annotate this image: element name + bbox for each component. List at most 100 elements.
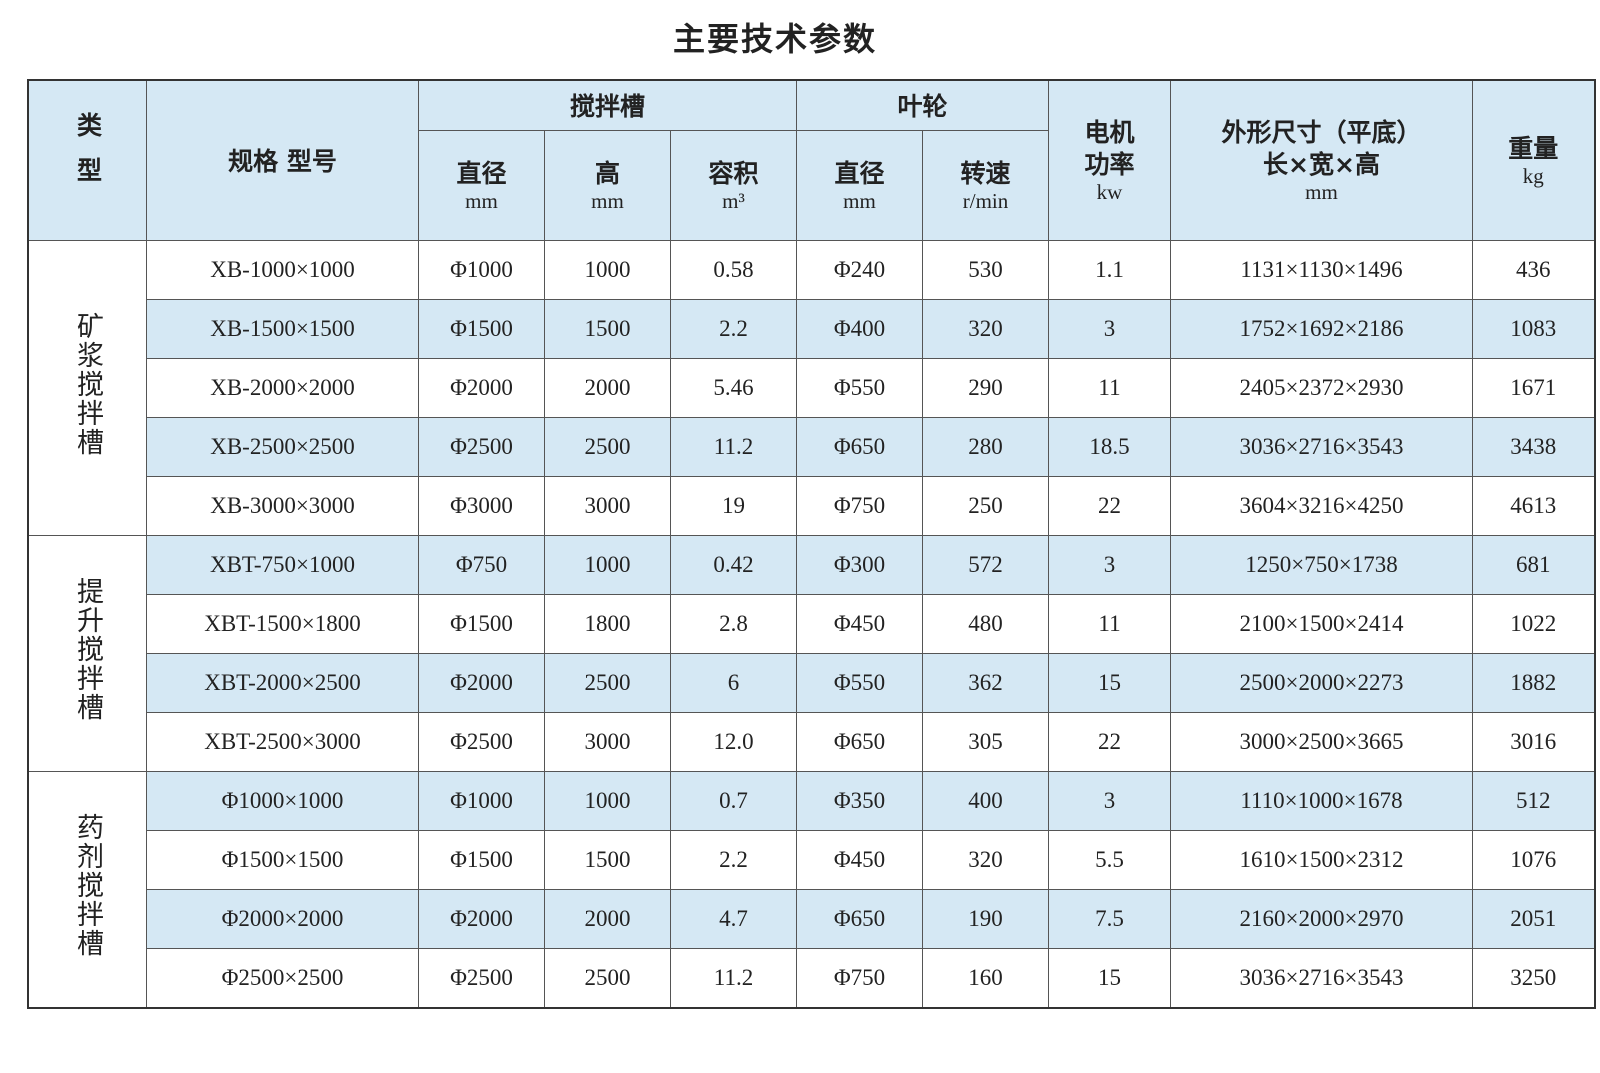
value-cell: 2051 bbox=[1472, 888, 1595, 949]
value-cell: 7.5 bbox=[1048, 888, 1171, 949]
value-cell: 3016 bbox=[1472, 711, 1595, 772]
table-row: XB-2500×2500 Φ2500 2500 11.2 Φ650 280 18.5 3036… bbox=[28, 416, 1595, 477]
value-cell: 15 bbox=[1048, 652, 1171, 713]
header-text: 电机功率 bbox=[1084, 118, 1135, 180]
table-row: XBT-2000×2500 Φ2000 2500 6 Φ550 362 15 2500×200… bbox=[28, 652, 1595, 713]
value-cell: 4613 bbox=[1472, 475, 1595, 536]
table-row: XB-3000×3000 Φ3000 3000 19 Φ750 250 22 3604×321… bbox=[28, 475, 1595, 536]
value-cell: Φ2500 bbox=[418, 947, 545, 1008]
value-cell: 3036×2716×3543 bbox=[1170, 416, 1473, 477]
type-cell: 药剂搅拌槽 bbox=[27, 770, 147, 1008]
value-cell: 160 bbox=[922, 947, 1049, 1008]
table-row: Φ2000×2000 Φ2000 2000 4.7 Φ650 190 7.5 2160×200… bbox=[28, 888, 1595, 949]
value-cell: 22 bbox=[1048, 711, 1171, 772]
value-cell: Φ1500 bbox=[418, 298, 545, 359]
type-label: 药剂搅拌槽 bbox=[72, 813, 103, 958]
value-cell: 1752×1692×2186 bbox=[1170, 298, 1473, 359]
header-unit: mm bbox=[843, 189, 876, 213]
value-cell: 12.0 bbox=[670, 711, 797, 772]
table-row: XBT-1500×1800 Φ1500 1800 2.8 Φ450 480 11 2100×1… bbox=[28, 593, 1595, 654]
header-text: 直径 bbox=[456, 159, 507, 188]
value-cell: Φ2000 bbox=[418, 357, 545, 418]
value-cell: Φ550 bbox=[796, 357, 923, 418]
table-body: 矿浆搅拌槽 XB-1000×1000 Φ1000 1000 0.58 Φ240 530 1.1… bbox=[27, 239, 1595, 1008]
value-cell: 436 bbox=[1472, 239, 1595, 300]
value-cell: 2.8 bbox=[670, 593, 797, 654]
value-cell: 0.42 bbox=[670, 534, 797, 595]
value-cell: 1.1 bbox=[1048, 239, 1171, 300]
title: 主要技术参数 bbox=[672, 20, 877, 58]
value-cell: Φ650 bbox=[796, 416, 923, 477]
value-cell: 1610×1500×2312 bbox=[1170, 829, 1473, 890]
value-cell: 15 bbox=[1048, 947, 1171, 1008]
value-cell: 11 bbox=[1048, 593, 1171, 654]
value-cell: 1083 bbox=[1472, 298, 1595, 359]
value-cell: Φ2000 bbox=[418, 888, 545, 949]
value-cell: 1500 bbox=[544, 298, 671, 359]
table-row: XB-1500×1500 Φ1500 1500 2.2 Φ400 320 3 1752×169… bbox=[28, 298, 1595, 359]
header-cell: 容积 m³ bbox=[670, 129, 797, 241]
value-cell: 1000 bbox=[544, 770, 671, 831]
header-cell: 直径 mm bbox=[796, 129, 923, 241]
value-cell: 3000 bbox=[544, 475, 671, 536]
header-cell: 重量 kg bbox=[1472, 79, 1595, 241]
value-cell: Φ2500 bbox=[418, 416, 545, 477]
model-cell: XB-1500×1500 bbox=[146, 298, 419, 359]
value-cell: Φ2500 bbox=[418, 711, 545, 772]
table-row: XBT-2500×3000 Φ2500 3000 12.0 Φ650 305 22 3000×… bbox=[28, 711, 1595, 772]
table-header: 类型 规格 型号 搅拌槽 叶轮 电机功率 kw 外形尺寸（平底） 长×宽×高 mm 重… bbox=[27, 79, 1595, 241]
value-cell: Φ650 bbox=[796, 888, 923, 949]
table-row: 提升搅拌槽 XBT-750×1000 Φ750 1000 0.42 Φ300 572 3 125… bbox=[27, 534, 1595, 772]
header-cell: 外形尺寸（平底） 长×宽×高 mm bbox=[1170, 79, 1473, 241]
value-cell: Φ1500 bbox=[418, 593, 545, 654]
value-cell: 0.7 bbox=[670, 770, 797, 831]
model-cell: XB-2500×2500 bbox=[146, 416, 419, 477]
model-cell: Φ2000×2000 bbox=[146, 888, 419, 949]
value-cell: Φ650 bbox=[796, 711, 923, 772]
value-cell: 3 bbox=[1048, 770, 1171, 831]
header-unit: m³ bbox=[722, 189, 745, 213]
header-text: 直径 bbox=[834, 159, 885, 188]
value-cell: Φ750 bbox=[796, 475, 923, 536]
model-cell: Φ1000×1000 bbox=[146, 770, 419, 831]
value-cell: 3438 bbox=[1472, 416, 1595, 477]
header-cell: 直径 mm bbox=[418, 129, 545, 241]
header-text: 高 bbox=[594, 159, 620, 188]
table-row: Φ2500×2500 Φ2500 2500 11.2 Φ750 160 15 3036×271… bbox=[28, 947, 1595, 1008]
value-cell: 572 bbox=[922, 534, 1049, 595]
value-cell: 2500 bbox=[544, 416, 671, 477]
model-cell: XBT-1500×1800 bbox=[146, 593, 419, 654]
value-cell: 2.2 bbox=[670, 829, 797, 890]
header-unit: mm bbox=[465, 189, 498, 213]
value-cell: 2500×2000×2273 bbox=[1170, 652, 1473, 713]
value-cell: 530 bbox=[922, 239, 1049, 300]
table-row: 矿浆搅拌槽 XB-1000×1000 Φ1000 1000 0.58 Φ240 530 1.1… bbox=[27, 239, 1595, 536]
value-cell: 290 bbox=[922, 357, 1049, 418]
header-cell: 转速 r/min bbox=[922, 129, 1049, 241]
value-cell: 6 bbox=[670, 652, 797, 713]
model-cell: XB-1000×1000 bbox=[146, 239, 419, 300]
type-label: 提升搅拌槽 bbox=[72, 577, 103, 722]
value-cell: 3036×2716×3543 bbox=[1170, 947, 1473, 1008]
header-text: 重量 bbox=[1508, 134, 1559, 164]
value-cell: 11 bbox=[1048, 357, 1171, 418]
value-cell: 3 bbox=[1048, 534, 1171, 595]
value-cell: 11.2 bbox=[670, 416, 797, 477]
header-cell: 电机功率 kw bbox=[1048, 79, 1171, 241]
header-unit: kg bbox=[1522, 164, 1544, 189]
value-cell: 5.46 bbox=[670, 357, 797, 418]
spec-table: 类型 规格 型号 搅拌槽 叶轮 电机功率 kw 外形尺寸（平底） 长×宽×高 mm 重… bbox=[27, 79, 1596, 1009]
model-cell: XB-2000×2000 bbox=[146, 357, 419, 418]
value-cell: Φ750 bbox=[796, 947, 923, 1008]
value-cell: 250 bbox=[922, 475, 1049, 536]
value-cell: 362 bbox=[922, 652, 1049, 713]
value-cell: 2500 bbox=[544, 947, 671, 1008]
type-label: 矿浆搅拌槽 bbox=[72, 311, 103, 457]
value-cell: 1022 bbox=[1472, 593, 1595, 654]
model-cell: Φ2500×2500 bbox=[146, 947, 419, 1008]
value-cell: 305 bbox=[922, 711, 1049, 772]
header-cell: 类型 bbox=[27, 79, 147, 241]
header-unit: mm bbox=[1305, 180, 1338, 205]
value-cell: 320 bbox=[922, 298, 1049, 359]
model-cell: XBT-2000×2500 bbox=[146, 652, 419, 713]
